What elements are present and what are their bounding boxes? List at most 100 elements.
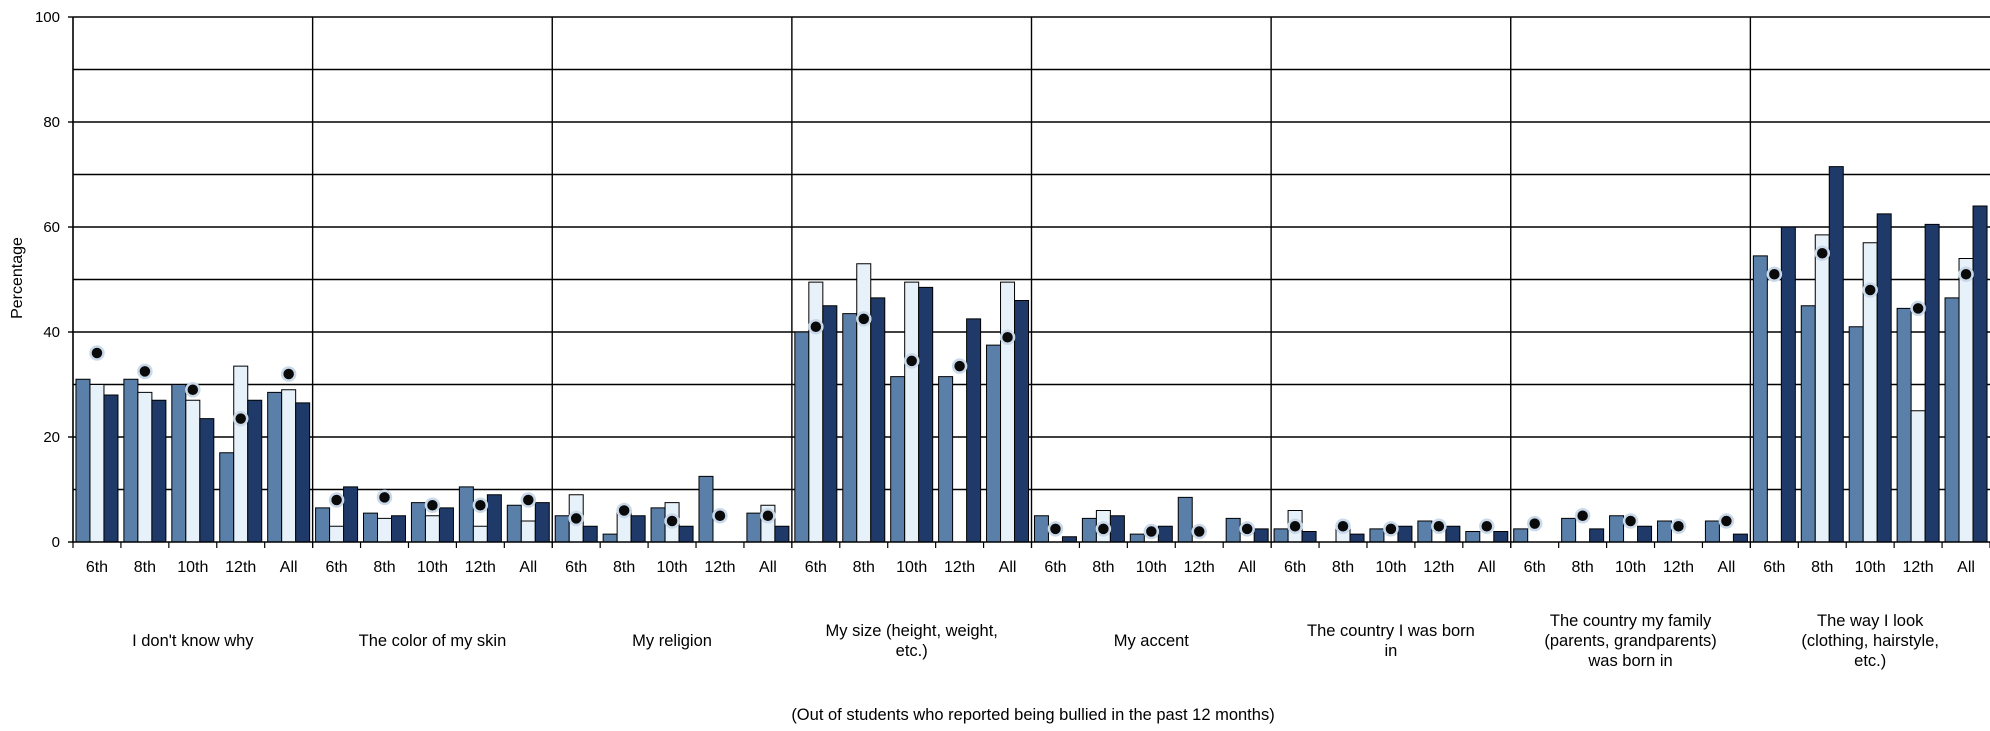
x-tick-label: 12th [1903,559,1934,576]
bar-series-1 [410,502,426,543]
bar-series-3 [1732,533,1748,543]
bar-series-3 [1014,300,1030,543]
x-tick-label: 10th [177,559,208,576]
bar-series-1 [1848,326,1864,543]
bar-series-1 [1129,533,1145,543]
x-tick-label: 6th [1763,559,1785,576]
marker-point [1910,300,1926,317]
x-tick-label: All [280,559,298,576]
bar-series-2 [472,525,488,543]
x-tick-label: 12th [1184,559,1215,576]
bar-series-1 [1081,517,1097,543]
marker-point [1047,521,1064,537]
bar-series-1 [602,533,618,543]
y-tick-label: 0 [52,534,60,551]
x-axis-label: (Out of students who reported being bull… [791,706,1274,724]
x-tick-label: 8th [613,559,635,576]
marker-point [1431,518,1447,534]
marker-point [1479,518,1495,534]
x-tick-label: 6th [805,559,827,576]
bar-series-1 [890,376,906,543]
marker-point [472,497,489,513]
bar-series-3 [486,494,502,543]
marker-point [520,492,537,508]
bar-series-1 [1896,307,1912,543]
marker-point [712,508,728,524]
bar-series-1 [1225,517,1241,543]
bar-series-3 [870,297,886,543]
bar-series-3 [966,318,982,543]
marker-point [1862,282,1878,298]
x-tick-label: 10th [896,559,927,576]
group-label: My religion [632,632,712,650]
bar-series-3 [1301,531,1317,543]
bar-series-3 [1157,525,1173,543]
bar-series-3 [774,525,790,543]
bar-series-1 [1465,531,1481,543]
bar-series-3 [1828,166,1844,543]
marker-point [232,410,249,427]
bar-series-3 [678,525,694,543]
y-tick-label: 100 [35,9,60,26]
marker-point [137,363,153,380]
bar-series-2 [520,520,536,543]
bar-series-1 [1033,515,1049,543]
bar-series-3 [1109,515,1125,543]
bar-series-2 [424,515,440,543]
bar-series-2 [1910,410,1926,543]
bar-series-2 [89,384,105,543]
bar-series-3 [1349,533,1365,543]
bar-series-1 [1561,517,1577,543]
bar-series-3 [1589,528,1605,543]
x-tick-label: 10th [1855,559,1886,576]
chart-text: Percentage (Out of students who reported… [9,9,1975,724]
marker-point [568,510,584,527]
y-tick-label: 80 [43,114,60,131]
marker-point [1958,266,1974,282]
x-tick-label: 6th [1284,559,1306,576]
group-label: My size (height, weight, etc.) [825,622,997,660]
x-tick-label: 6th [86,559,108,576]
bar-series-1 [1273,528,1289,543]
x-tick-label: All [999,559,1017,576]
bar-series-2 [233,365,249,543]
x-tick-label: 10th [417,559,448,576]
marker-point [1670,518,1687,534]
bar-series-1 [458,486,474,543]
x-tick-label: 12th [1663,559,1694,576]
marker-point [760,508,776,524]
bar-series-2 [377,517,393,543]
bar-series-1 [554,515,570,543]
plot-frame [68,16,1990,548]
marker-point [1766,266,1783,282]
x-tick-label: 6th [565,559,587,576]
marker-point [280,366,297,382]
bar-series-3 [199,418,215,543]
x-tick-label: 6th [325,559,347,576]
x-tick-label: 12th [465,559,496,576]
group-label: The country I was born in [1307,622,1475,660]
bar-series-2 [137,391,153,543]
marker-point [999,329,1016,345]
bar-series-3 [1397,525,1413,543]
bar-series-3 [1876,213,1892,543]
bar-series-1 [1752,255,1768,543]
x-tick-label: 8th [134,559,156,576]
marker-point [1239,521,1255,537]
bar-series-1 [1656,520,1672,543]
bar-series-1 [938,376,954,543]
bar-series-3 [534,502,550,543]
group-label: The country my family (parents, grandpare… [1544,612,1716,670]
bar-series-1 [123,378,139,543]
bar-series-1 [1513,528,1529,543]
x-tick-label: 8th [373,559,395,576]
marker-point [424,497,441,513]
x-tick-label: 8th [1332,559,1354,576]
bar-series-2 [185,399,201,543]
group-label: The color of my skin [359,632,507,650]
bar-series-1 [794,331,810,543]
marker-point [1191,523,1207,540]
bar-series-1 [171,384,187,543]
marker-point [1383,521,1399,537]
